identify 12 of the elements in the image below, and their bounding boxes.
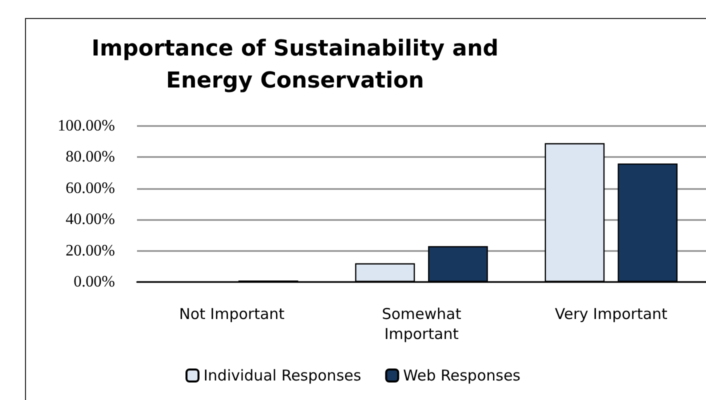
legend-label: Individual Responses <box>204 366 362 384</box>
y-tick-label: 80.00% <box>66 148 115 166</box>
y-tick-label: 0.00% <box>74 274 115 290</box>
y-tick-label: 60.00% <box>66 180 115 197</box>
x-tick-label: Not Important <box>179 305 285 323</box>
legend-label: Web Responses <box>403 366 521 384</box>
x-tick-label: Very Important <box>554 305 668 323</box>
y-tick-label: 40.00% <box>66 211 115 228</box>
y-tick-label: 100.00% <box>58 118 115 134</box>
chart-title: Importance of Sustainability and Energy Conservation <box>92 36 498 94</box>
y-tick-label: 20.00% <box>66 242 115 260</box>
x-tick-label: Somewhat Important <box>382 305 462 343</box>
